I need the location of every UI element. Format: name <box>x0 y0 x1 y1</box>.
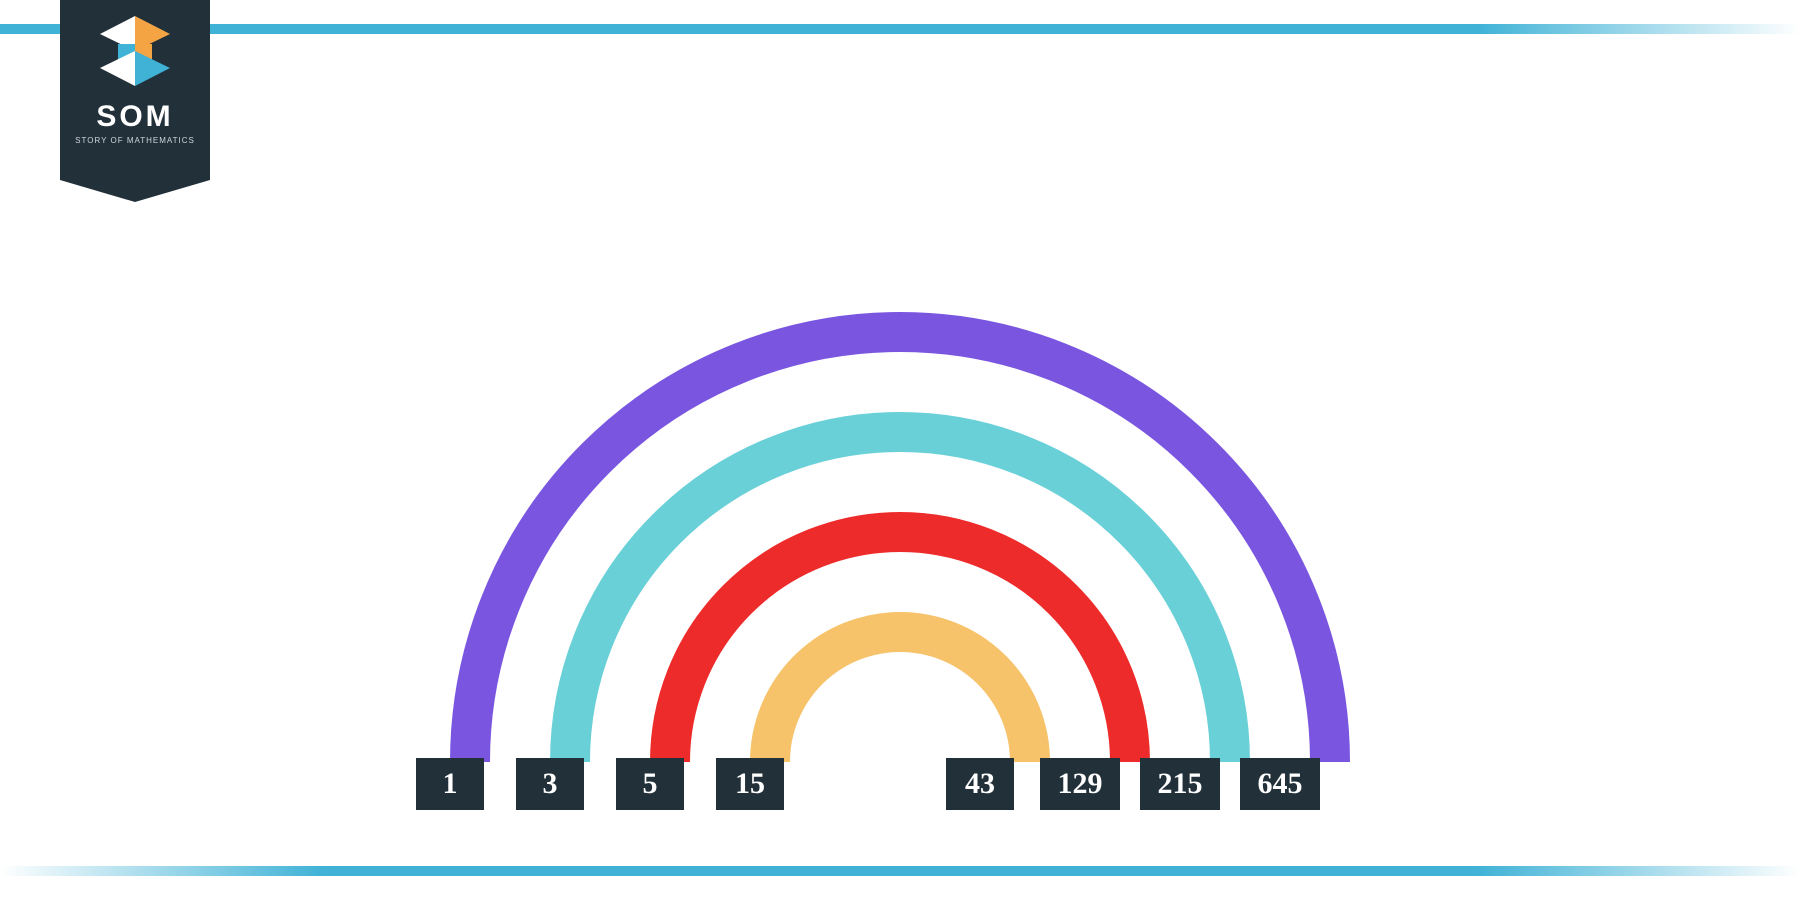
rainbow-arcs <box>400 270 1400 830</box>
bottom-border <box>0 866 1800 876</box>
factor-label: 129 <box>1040 758 1120 810</box>
factor-label: 645 <box>1240 758 1320 810</box>
factor-label: 15 <box>716 758 784 810</box>
factor-label: 5 <box>616 758 684 810</box>
factor-rainbow-diagram: 135 15 43 129 215 645 <box>400 270 1400 835</box>
logo-mark-icon <box>100 16 170 86</box>
top-border <box>0 24 1800 34</box>
factor-label: 3 <box>516 758 584 810</box>
logo-badge: SOM STORY OF MATHEMATICS <box>60 0 210 180</box>
arc <box>770 632 1030 762</box>
factor-label: 1 <box>416 758 484 810</box>
factor-label: 43 <box>946 758 1014 810</box>
logo-text: SOM <box>96 100 173 134</box>
factor-label: 215 <box>1140 758 1220 810</box>
logo-tagline: STORY OF MATHEMATICS <box>75 136 195 145</box>
